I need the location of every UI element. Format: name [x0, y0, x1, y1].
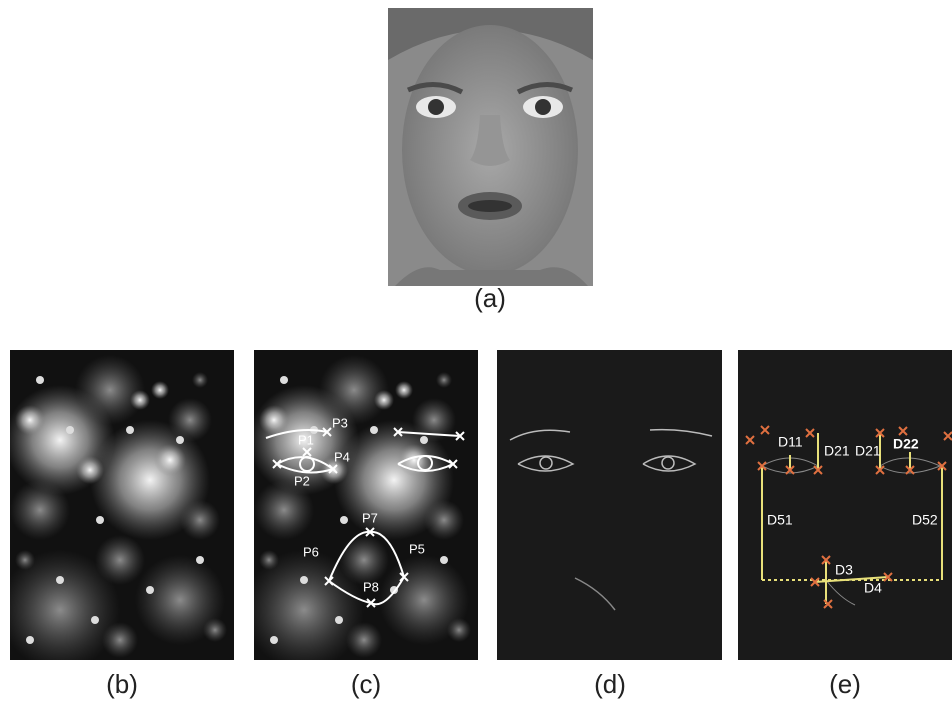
blob: [436, 372, 452, 388]
blob: [10, 480, 70, 540]
dot: [420, 436, 428, 444]
blob: [130, 390, 150, 410]
measure-image: [738, 350, 952, 660]
point-label: P7: [362, 510, 378, 525]
dot: [335, 616, 343, 624]
panel-caption: (c): [351, 669, 381, 699]
point-label: P6: [303, 544, 319, 559]
panel-caption: (a): [474, 283, 506, 313]
blob: [168, 398, 212, 442]
blob: [374, 390, 394, 410]
blob: [259, 550, 279, 570]
blobs: [0, 355, 227, 670]
figure: (a) (b) (c) (d) (e) P1 P2 P3 P4 P5 P6 P7 P8 D11 D21 D21…: [0, 0, 952, 703]
point-label: P5: [409, 541, 425, 556]
blob: [424, 500, 464, 540]
distance-label: D11: [778, 434, 803, 450]
dot: [126, 426, 134, 434]
dot: [36, 376, 44, 384]
dot: [96, 516, 104, 524]
dot: [66, 426, 74, 434]
blob: [447, 618, 471, 642]
blobs: [244, 355, 471, 670]
blob: [254, 480, 314, 540]
distance-label: D21: [824, 443, 850, 459]
distance-label: D52: [912, 512, 938, 528]
dot: [280, 376, 288, 384]
distance-label: D3: [835, 562, 853, 578]
blob: [259, 405, 289, 435]
dot: [26, 636, 34, 644]
dot: [146, 586, 154, 594]
dot: [56, 576, 64, 584]
point-label: P3: [332, 415, 348, 430]
blob: [203, 618, 227, 642]
blob: [15, 405, 45, 435]
point-label: P2: [294, 473, 310, 488]
blob: [395, 381, 413, 399]
dot: [300, 576, 308, 584]
edge-image: [497, 350, 722, 660]
blob: [151, 381, 169, 399]
dot: [91, 616, 99, 624]
distance-label: D51: [767, 512, 793, 528]
dot: [370, 426, 378, 434]
point-label: P1: [298, 432, 314, 447]
distance-label: D21: [855, 443, 881, 459]
blob: [15, 550, 35, 570]
dot: [176, 436, 184, 444]
distance-label: D22: [893, 436, 919, 452]
dot: [440, 556, 448, 564]
blob: [192, 372, 208, 388]
point-label: P8: [363, 579, 379, 594]
blob: [102, 622, 138, 658]
blob: [339, 535, 389, 585]
distance-label: D4: [864, 580, 882, 596]
blob: [154, 444, 186, 476]
dot: [270, 636, 278, 644]
blob: [346, 622, 382, 658]
blob: [180, 500, 220, 540]
blob: [95, 535, 145, 585]
dot: [340, 516, 348, 524]
panel-caption: (b): [106, 669, 138, 699]
face-photo: [388, 8, 593, 286]
point-label: P4: [334, 449, 350, 464]
panel-caption: (d): [594, 669, 626, 699]
blob: [75, 355, 145, 425]
blob: [319, 355, 389, 425]
panel-caption: (e): [829, 669, 861, 699]
dot: [196, 556, 204, 564]
blob: [76, 456, 104, 484]
